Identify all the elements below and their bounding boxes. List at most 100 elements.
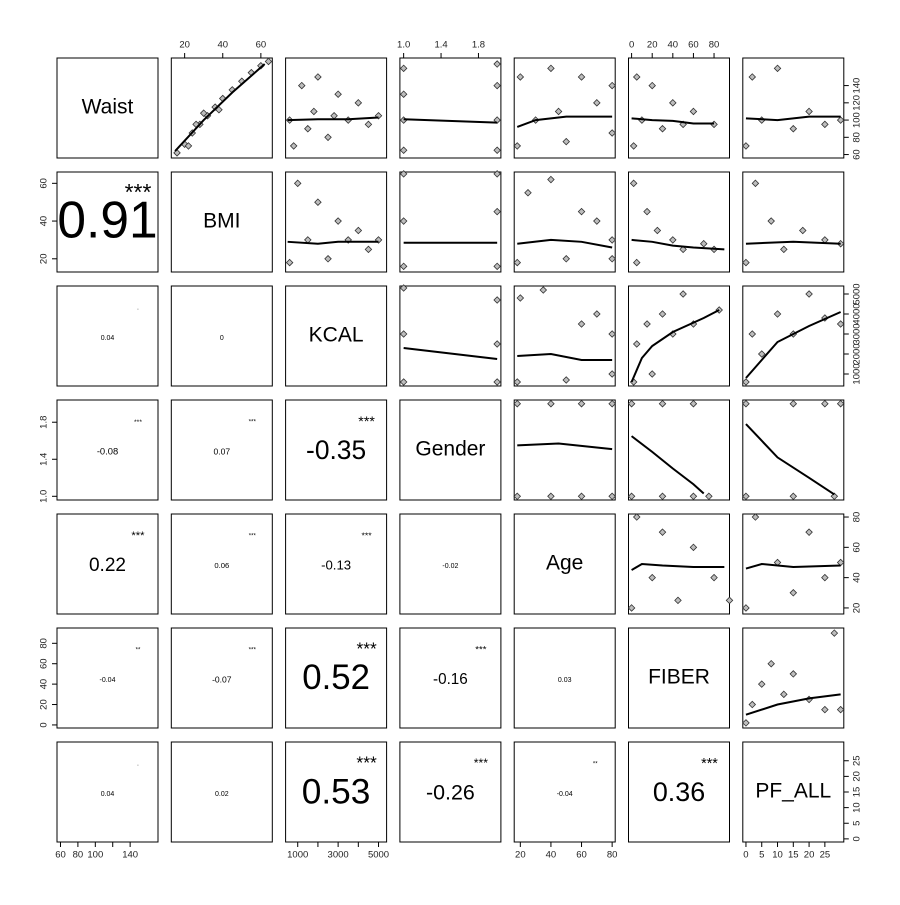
y-tick-label: 10 [851, 802, 862, 813]
panel-frame [56, 171, 159, 273]
significance-stars: ** [593, 762, 598, 768]
scatter-point [334, 217, 342, 225]
smooth-line [745, 240, 841, 245]
panel-frame [628, 171, 730, 273]
scatter-point [773, 310, 782, 318]
y-tick-label: 0 [851, 836, 862, 841]
correlation-value: 0.36 [653, 777, 705, 807]
scatter-point [593, 310, 601, 318]
scatter-point [399, 284, 408, 292]
scatter-point [399, 146, 408, 155]
scatter-point [562, 137, 570, 146]
scatter-point [314, 198, 322, 206]
x-tick-label: 20 [515, 850, 526, 861]
scatter-point [830, 492, 839, 501]
scatter-point [658, 528, 667, 536]
scatter-point [289, 142, 298, 150]
scatter-point [513, 492, 522, 501]
variable-name: KCAL [309, 324, 364, 347]
panel-frame [742, 57, 845, 159]
scatter-point [516, 294, 525, 302]
panel-frame [399, 513, 502, 615]
panel-frame [56, 741, 159, 843]
x-tick-label: 25 [820, 850, 831, 861]
y-tick-label: 60 [39, 658, 50, 669]
y-tick-label: 20 [851, 603, 862, 614]
panel-frame [628, 627, 730, 729]
panel-frame [399, 285, 502, 387]
correlation-value: 0.22 [89, 555, 126, 576]
scatter-point [653, 226, 662, 235]
y-tick-label: 60 [851, 149, 862, 160]
correlation-value: -0.26 [426, 781, 475, 805]
x-tick-label: 80 [607, 850, 618, 861]
scatter-point [821, 399, 829, 408]
x-tick-label: 1.4 [434, 40, 447, 51]
correlation-value: 0.04 [101, 335, 115, 342]
scatter-point [285, 258, 294, 267]
y-tick-label: 3000 [851, 323, 862, 344]
significance-stars: *** [475, 645, 486, 656]
correlation-value: -0.04 [100, 677, 116, 684]
panel-frame [628, 57, 730, 159]
correlation-value: -0.04 [557, 791, 573, 798]
y-tick-label: 80 [851, 512, 862, 523]
y-tick-label: 0 [39, 722, 50, 727]
correlation-value: -0.35 [306, 435, 366, 465]
y-tick-label: 20 [851, 771, 862, 782]
scatter-point [374, 236, 383, 244]
x-tick-label: 1.0 [397, 40, 410, 51]
y-tick-label: 120 [851, 95, 862, 111]
scatter-point [184, 142, 193, 150]
panel-frame [170, 285, 273, 387]
scatter-point [699, 239, 708, 248]
smooth-line [631, 238, 725, 251]
scatter-point [577, 399, 586, 408]
scatter-point [608, 236, 616, 244]
correlation-value: 0.03 [558, 677, 572, 684]
panel-frame [742, 513, 845, 615]
scatter-point [493, 296, 501, 304]
scatter-point [742, 142, 750, 150]
scatter-point [608, 370, 616, 378]
scatter-point [821, 573, 829, 582]
scatter-point [679, 245, 687, 254]
scatter-point [577, 73, 586, 81]
panel-frame [56, 627, 159, 729]
scatter-point [364, 245, 373, 254]
y-tick-label: 4000 [851, 303, 862, 324]
scatter-point [757, 350, 766, 358]
scatter-point [554, 107, 563, 116]
x-tick-label: 3000 [328, 850, 349, 861]
scatter-point [658, 492, 667, 501]
x-tick-label: 5000 [368, 850, 389, 861]
scatter-point [773, 64, 782, 73]
scatter-point [830, 629, 839, 637]
scatter-point [805, 290, 813, 298]
scatter-point [399, 170, 408, 178]
correlation-value: -0.08 [97, 446, 118, 456]
panel-frame [170, 513, 273, 615]
scatter-point [821, 705, 829, 714]
panel-frame [170, 57, 273, 159]
scatter-point [493, 207, 501, 216]
correlation-value: 0.91 [57, 191, 157, 249]
scatter-point [742, 604, 750, 612]
significance-stars: *** [249, 647, 257, 654]
panel-frame [513, 399, 616, 501]
scatter-point [767, 217, 775, 225]
scatter-point [751, 513, 760, 521]
scatter-point [742, 492, 750, 501]
scatter-point [547, 64, 555, 73]
correlation-value: 0 [220, 335, 224, 342]
scatter-point [513, 142, 522, 150]
x-tick-label: 40 [668, 40, 679, 51]
scatter-point [264, 57, 273, 66]
panel-frame [285, 57, 388, 159]
scatter-point [679, 290, 687, 298]
scatter-point [629, 378, 638, 386]
x-tick-label: 40 [217, 40, 228, 51]
x-tick-label: 40 [546, 850, 557, 861]
correlation-value: -0.13 [321, 557, 351, 572]
correlation-value: 0.53 [302, 772, 371, 811]
